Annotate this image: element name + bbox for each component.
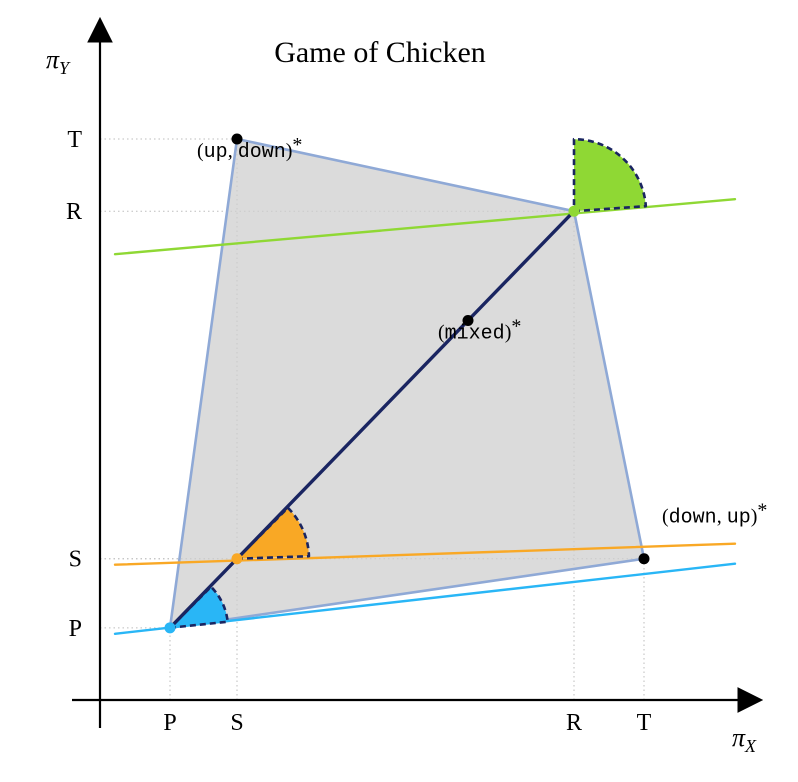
point-SS <box>232 553 243 564</box>
y-axis-label: πY <box>46 45 71 78</box>
label-downup: (down, up)* <box>662 500 767 530</box>
x-tick-T: T <box>637 710 652 736</box>
point-PP <box>165 622 176 633</box>
y-tick-T: T <box>67 127 82 153</box>
point-RR <box>569 206 580 217</box>
y-tick-R: R <box>66 199 82 225</box>
x-axis-label: πX <box>732 723 757 756</box>
y-tick-S: S <box>69 547 82 573</box>
chart-title: Game of Chicken <box>274 36 486 69</box>
x-tick-P: P <box>163 710 176 736</box>
point-TS <box>639 553 650 564</box>
green-angle-wedge <box>574 139 646 211</box>
x-tick-S: S <box>230 710 243 736</box>
x-tick-R: R <box>566 710 582 736</box>
y-tick-P: P <box>69 616 82 642</box>
